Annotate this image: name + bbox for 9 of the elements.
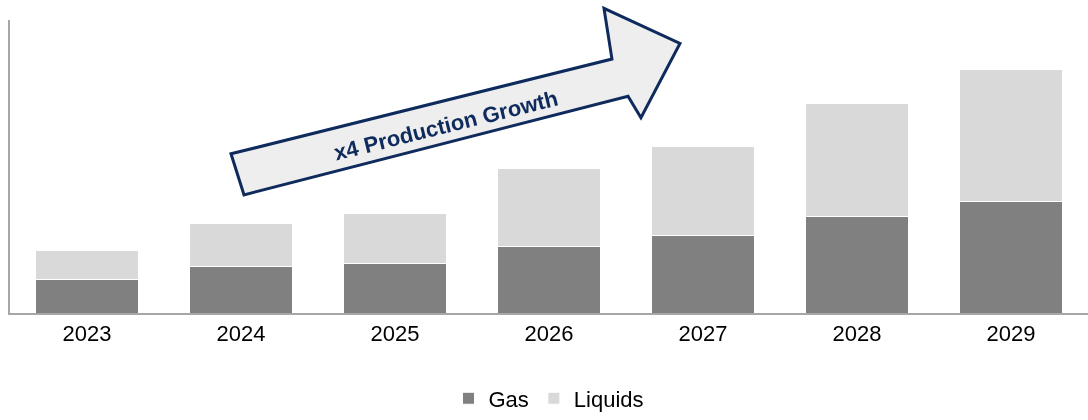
x-tick-label: 2023: [62, 321, 112, 347]
legend-label: Liquids: [573, 386, 644, 412]
x-tick-label: 2024: [216, 321, 266, 347]
x-tick-label: 2026: [524, 321, 574, 347]
x-tick-label: 2028: [832, 321, 882, 347]
x-tick-label: 2029: [986, 321, 1036, 347]
x-tick-label: 2025: [370, 321, 420, 347]
legend-label: Gas: [488, 386, 529, 412]
x-tick-label: 2027: [678, 321, 728, 347]
